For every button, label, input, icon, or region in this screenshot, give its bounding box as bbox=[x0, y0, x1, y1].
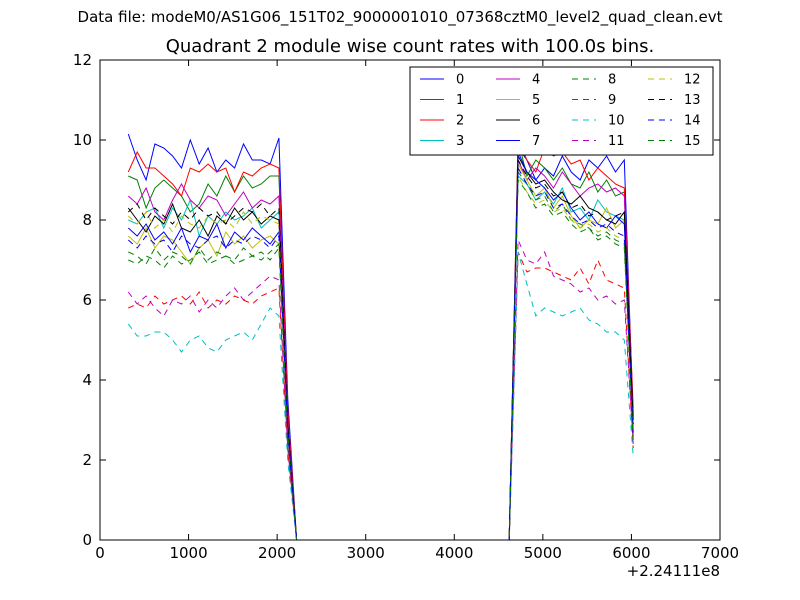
legend-label-15: 15 bbox=[684, 134, 701, 149]
series-line-8 bbox=[128, 170, 634, 540]
y-tick-label: 8 bbox=[82, 211, 92, 229]
y-tick-label: 10 bbox=[73, 131, 92, 149]
legend-label-9: 9 bbox=[608, 93, 616, 108]
x-tick-label: 5000 bbox=[524, 544, 562, 562]
x-tick-label: 0 bbox=[95, 544, 105, 562]
y-tick-label: 12 bbox=[73, 51, 92, 69]
x-axis-offset-label: +2.24111e8 bbox=[627, 562, 720, 580]
series-line-10 bbox=[127, 251, 634, 540]
series-line-11 bbox=[127, 239, 634, 540]
series-line-4 bbox=[127, 159, 634, 540]
x-tick-label: 4000 bbox=[435, 544, 473, 562]
legend-label-14: 14 bbox=[684, 114, 701, 129]
chart-title: Quadrant 2 module wise count rates with … bbox=[165, 36, 655, 57]
series-line-13 bbox=[127, 158, 634, 540]
series-line-15 bbox=[128, 178, 634, 540]
legend-label-8: 8 bbox=[608, 73, 616, 88]
legend-label-5: 5 bbox=[532, 93, 540, 108]
legend-label-13: 13 bbox=[684, 93, 701, 108]
y-tick-label: 2 bbox=[82, 451, 92, 469]
series-line-2 bbox=[127, 139, 634, 540]
series-line-12 bbox=[127, 174, 634, 540]
x-tick-label: 6000 bbox=[612, 544, 650, 562]
legend-label-11: 11 bbox=[608, 134, 625, 149]
y-tick-label: 0 bbox=[82, 531, 92, 549]
legend-label-3: 3 bbox=[456, 134, 464, 149]
x-tick-label: 1000 bbox=[169, 544, 207, 562]
x-tick-label: 3000 bbox=[347, 544, 385, 562]
legend-label-2: 2 bbox=[456, 114, 464, 129]
series-line-5 bbox=[127, 162, 634, 540]
series-line-1 bbox=[128, 139, 634, 540]
series-line-14 bbox=[127, 166, 634, 540]
x-tick-label: 2000 bbox=[258, 544, 296, 562]
series-line-9 bbox=[128, 251, 634, 540]
legend-label-6: 6 bbox=[532, 114, 540, 129]
series-line-0 bbox=[127, 133, 634, 540]
x-tick-label: 7000 bbox=[701, 544, 739, 562]
legend-label-0: 0 bbox=[456, 73, 464, 88]
legend-label-1: 1 bbox=[456, 93, 464, 108]
y-tick-label: 6 bbox=[82, 291, 92, 309]
legend-label-4: 4 bbox=[532, 73, 540, 88]
y-tick-label: 4 bbox=[82, 371, 92, 389]
series-line-3 bbox=[128, 174, 634, 540]
legend-label-7: 7 bbox=[532, 134, 540, 149]
series-line-6 bbox=[127, 154, 634, 540]
legend-label-12: 12 bbox=[684, 73, 701, 88]
figure-suptitle: Data file: modeM0/AS1G06_151T02_90000010… bbox=[77, 8, 723, 26]
legend-label-10: 10 bbox=[608, 114, 625, 129]
